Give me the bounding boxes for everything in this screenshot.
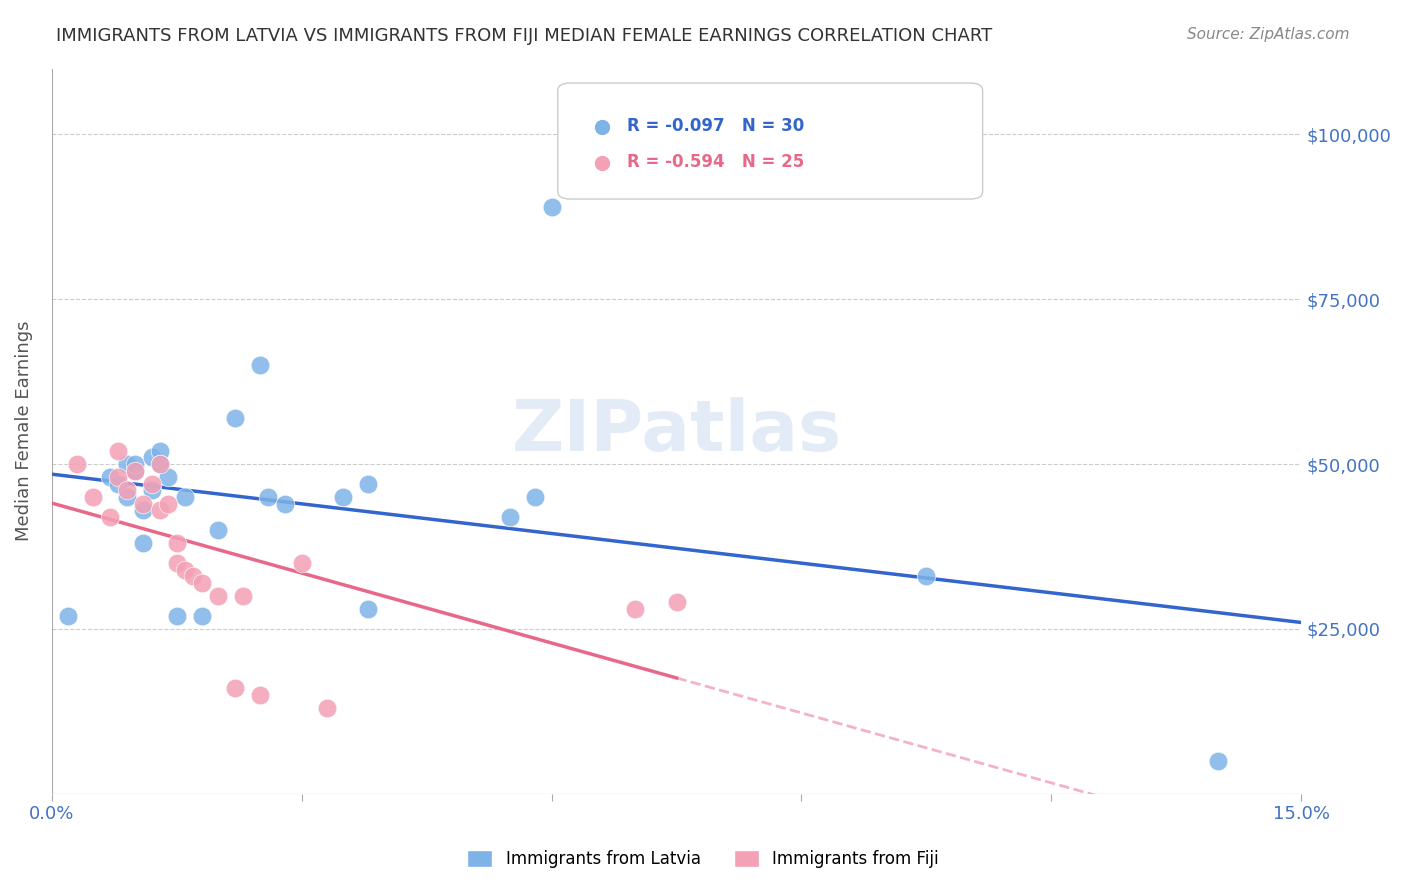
Point [224, 411, 246, 425]
Y-axis label: Median Female Earnings: Median Female Earnings [15, 321, 32, 541]
Point [183, 569, 205, 583]
Point [66, 457, 89, 471]
Text: Source: ZipAtlas.com: Source: ZipAtlas.com [1187, 27, 1350, 42]
Point [174, 562, 197, 576]
Point [149, 443, 172, 458]
Point [132, 503, 155, 517]
Point [174, 490, 197, 504]
Point [207, 589, 229, 603]
Point [224, 681, 246, 696]
Point [157, 497, 180, 511]
Text: IMMIGRANTS FROM LATVIA VS IMMIGRANTS FROM FIJI MEDIAN FEMALE EARNINGS CORRELATIO: IMMIGRANTS FROM LATVIA VS IMMIGRANTS FRO… [56, 27, 993, 45]
Point [665, 595, 688, 609]
Point [58, 608, 80, 623]
Point [499, 509, 522, 524]
Point [141, 476, 163, 491]
Point [1206, 754, 1229, 768]
Point [124, 464, 146, 478]
Text: R = -0.097   N = 30: R = -0.097 N = 30 [627, 117, 804, 135]
Point [132, 497, 155, 511]
Point [107, 470, 129, 484]
Point [115, 457, 138, 471]
Point [190, 608, 212, 623]
Point [624, 602, 647, 616]
Point [166, 608, 188, 623]
Point [115, 490, 138, 504]
Point [257, 490, 280, 504]
Point [98, 470, 121, 484]
Point [274, 497, 297, 511]
Point [315, 701, 337, 715]
Point [107, 443, 129, 458]
Point [132, 536, 155, 550]
Point [540, 200, 562, 214]
Point [332, 490, 354, 504]
Point [107, 476, 129, 491]
Point [124, 464, 146, 478]
Point [190, 575, 212, 590]
Legend: Immigrants from Latvia, Immigrants from Fiji: Immigrants from Latvia, Immigrants from … [461, 843, 945, 875]
Point [149, 457, 172, 471]
Point [249, 358, 271, 372]
Point [357, 476, 380, 491]
Point [124, 457, 146, 471]
Point [141, 450, 163, 465]
Point [115, 483, 138, 498]
Point [357, 602, 380, 616]
Text: ZIPatlas: ZIPatlas [512, 397, 842, 466]
Point [149, 457, 172, 471]
Point [232, 589, 254, 603]
Point [207, 523, 229, 537]
Point [915, 569, 938, 583]
Point [157, 470, 180, 484]
Point [149, 503, 172, 517]
Point [141, 483, 163, 498]
Point [82, 490, 104, 504]
Point [249, 688, 271, 702]
Point [166, 536, 188, 550]
Point [291, 556, 314, 570]
Point [166, 556, 188, 570]
Text: R = -0.594   N = 25: R = -0.594 N = 25 [627, 153, 804, 171]
Point [98, 509, 121, 524]
FancyBboxPatch shape [558, 83, 983, 199]
Point [523, 490, 546, 504]
